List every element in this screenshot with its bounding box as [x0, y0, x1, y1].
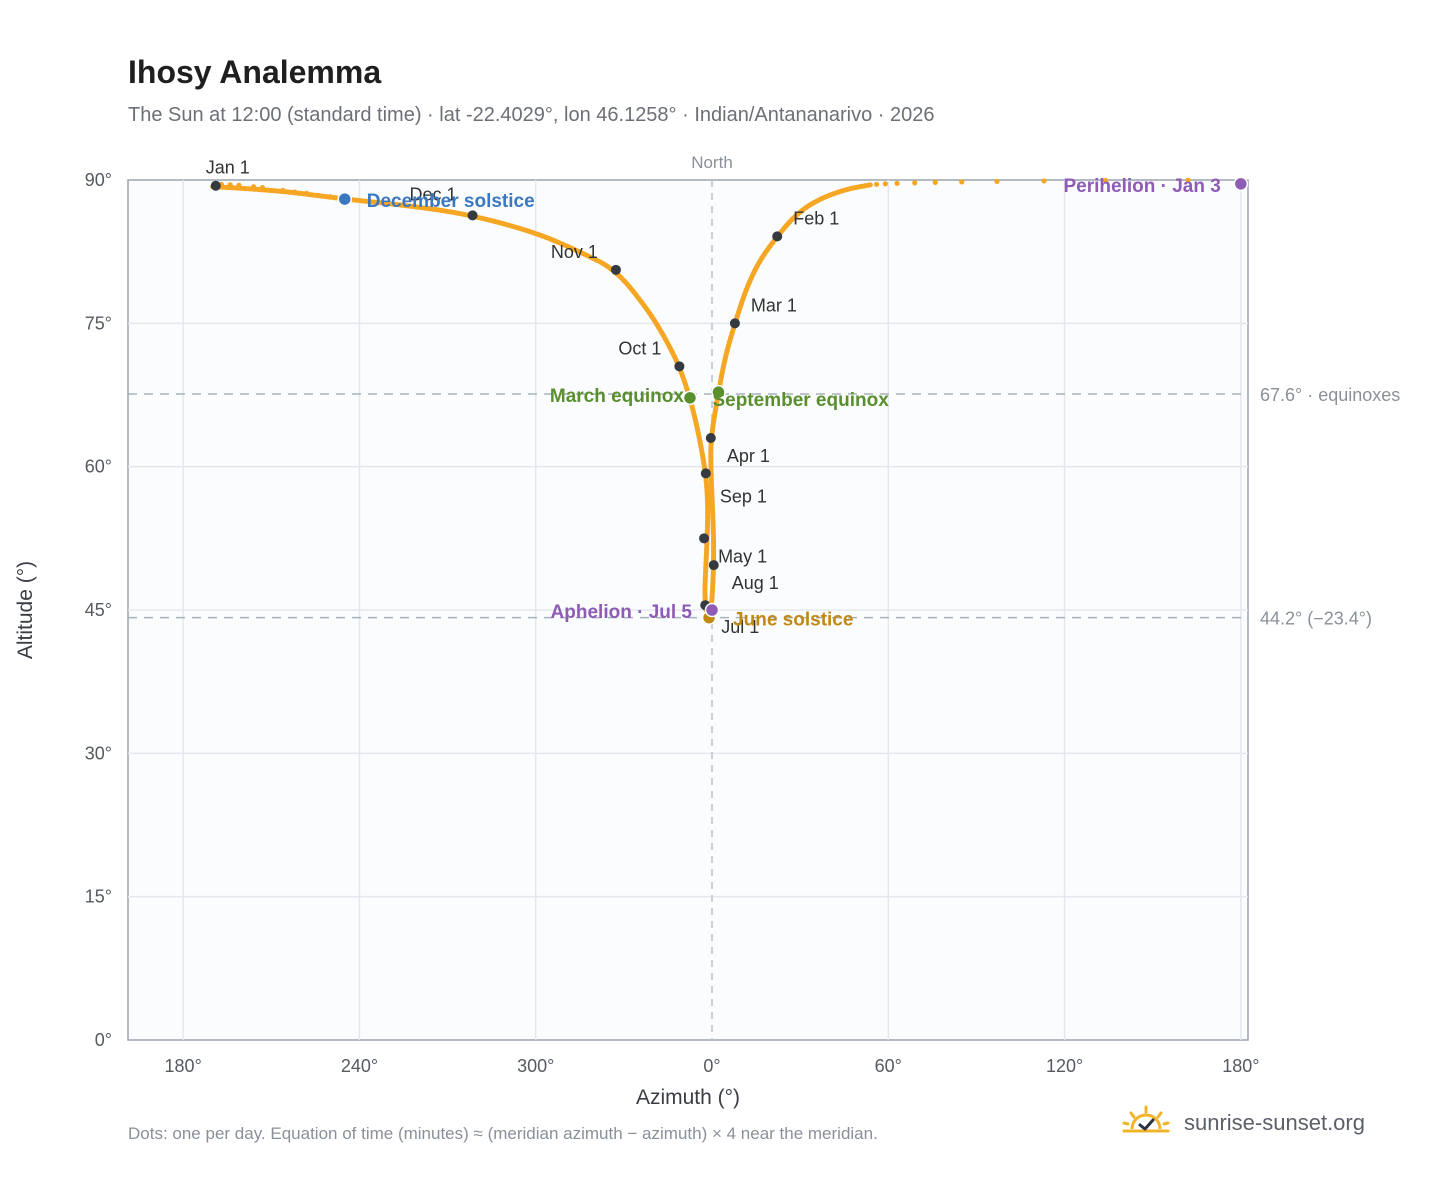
daily-dot — [932, 179, 938, 185]
daily-dot — [1185, 177, 1191, 183]
event-markers: Perihelion · Jan 3 December solstice March… — [337, 176, 1249, 631]
event-marker — [337, 191, 352, 207]
month-marker — [700, 468, 711, 479]
chart-subtitle: The Sun at 12:00 (standard time) · lat -… — [128, 104, 935, 126]
brand[interactable]: sunrise-sunset.org — [1120, 1100, 1365, 1146]
daily-dot — [1041, 178, 1047, 184]
x-tick-label: 180° — [165, 1056, 202, 1076]
month-marker — [210, 180, 221, 191]
month-markers: Jan 1 Feb 1 Mar 1 Apr 1 May 1 Jul 1 Aug 1 Sep 1… — [206, 158, 839, 637]
month-marker — [729, 318, 740, 329]
daily-dot — [292, 189, 298, 195]
month-marker — [467, 210, 478, 221]
daily-dot — [236, 182, 242, 188]
daily-dot — [315, 192, 321, 198]
daily-dot — [912, 180, 918, 186]
daily-dot — [259, 185, 266, 191]
event-marker — [711, 384, 726, 400]
daily-dot — [873, 181, 880, 187]
month-label: Apr 1 — [727, 446, 770, 466]
month-label: Aug 1 — [732, 573, 779, 593]
analemma-path — [210, 182, 874, 618]
y-tick-label: 75° — [85, 313, 112, 333]
month-label: Dec 1 — [410, 184, 457, 204]
x-tick-label: 240° — [341, 1056, 378, 1076]
month-label: Oct 1 — [618, 338, 661, 358]
month-marker — [674, 361, 685, 372]
x-tick-label: 0° — [703, 1056, 720, 1076]
y-tick-label: 45° — [85, 600, 112, 620]
month-label: Jan 1 — [206, 158, 250, 178]
daily-dot — [994, 178, 1000, 185]
sun-horizon-icon — [1122, 1105, 1170, 1133]
month-label: May 1 — [718, 546, 767, 566]
x-axis-label: Azimuth (°) — [636, 1086, 740, 1109]
month-marker — [708, 560, 719, 571]
event-label: March equinox — [550, 386, 685, 407]
y-tick-label: 30° — [85, 743, 112, 763]
brand-text: sunrise-sunset.org — [1184, 1110, 1365, 1135]
month-label: Feb 1 — [793, 208, 839, 228]
daily-dot — [1103, 177, 1109, 184]
month-label: Sep 1 — [720, 486, 767, 506]
reference-line-label: 44.2° (−23.4°) — [1260, 609, 1372, 629]
event-marker — [682, 390, 698, 406]
daily-dot — [327, 194, 333, 200]
month-marker — [699, 533, 710, 544]
daily-dot — [251, 184, 257, 190]
x-tick-label: 60° — [875, 1056, 902, 1076]
x-tick-label: 120° — [1046, 1056, 1083, 1076]
y-tick-label: 15° — [85, 887, 112, 907]
daily-dot — [227, 182, 233, 188]
chart-title: Ihosy Analemma — [128, 54, 382, 90]
analemma-curve — [210, 177, 1191, 618]
month-marker — [610, 264, 621, 275]
footnote: Dots: one per day. Equation of time (min… — [128, 1124, 878, 1143]
y-tick-label: 0° — [95, 1030, 112, 1050]
month-label: Nov 1 — [551, 242, 598, 262]
event-label: Perihelion · Jan 3 — [1064, 176, 1221, 197]
event-marker — [704, 602, 720, 618]
event-marker — [1233, 176, 1249, 192]
event-label: June solstice — [733, 610, 853, 631]
daily-dot — [882, 181, 888, 187]
month-marker — [705, 433, 716, 443]
grid — [128, 180, 1248, 1040]
month-label: Mar 1 — [751, 295, 797, 315]
x-tick-label: 300° — [517, 1056, 554, 1076]
y-axis-label: Altitude (°) — [14, 561, 37, 659]
axis-ticks: 180° 240° 300° 0° 60° 120° 180° 0° 15° 30° 45° 60° 7… — [85, 170, 1260, 1076]
month-marker — [772, 231, 783, 242]
daily-dot — [894, 180, 900, 186]
month-label: Jul 1 — [721, 617, 759, 637]
y-tick-label: 60° — [85, 457, 112, 477]
daily-dot — [959, 179, 965, 185]
y-tick-label: 90° — [85, 170, 112, 190]
meridian-label: North — [691, 153, 733, 172]
reference-line-label: 67.6° · equinoxes — [1260, 385, 1400, 405]
daily-dot — [303, 190, 310, 196]
event-label: September equinox — [712, 390, 889, 411]
event-label: December solstice — [367, 191, 535, 212]
x-tick-label: 180° — [1222, 1056, 1259, 1076]
daily-dot — [280, 187, 286, 194]
event-label: Aphelion · Jul 5 — [551, 602, 693, 623]
